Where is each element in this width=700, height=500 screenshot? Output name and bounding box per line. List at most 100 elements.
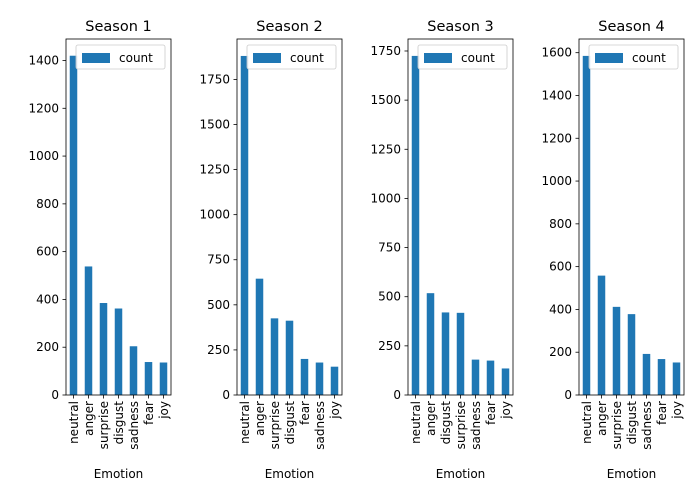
x-tick-label-joy: joy — [670, 401, 684, 420]
x-axis-label: Emotion — [265, 467, 315, 481]
y-tick-label: 1000 — [199, 208, 230, 222]
y-tick-label: 250 — [207, 343, 230, 357]
x-tick-label-joy: joy — [499, 401, 513, 420]
x-axis-label: Emotion — [436, 467, 486, 481]
x-tick-label-sadness: sadness — [469, 401, 483, 450]
y-tick-label: 500 — [207, 298, 230, 312]
y-tick-label: 1250 — [370, 142, 401, 156]
y-tick-label: 1500 — [199, 117, 230, 131]
y-tick-label: 0 — [51, 388, 59, 402]
y-tick-label: 1600 — [541, 46, 572, 60]
bar-sadness — [315, 362, 324, 395]
y-tick-label: 250 — [378, 339, 401, 353]
y-tick-label: 800 — [549, 217, 572, 231]
x-tick-label-surprise: surprise — [268, 401, 282, 449]
x-tick-label-fear: fear — [298, 401, 312, 425]
y-tick-label: 1200 — [28, 101, 59, 115]
y-tick-label: 400 — [36, 292, 59, 306]
y-tick-label: 1750 — [370, 44, 401, 58]
x-tick-label-anger: anger — [424, 401, 438, 436]
y-tick-label: 0 — [564, 388, 572, 402]
bar-anger — [597, 275, 606, 395]
bar-joy — [672, 362, 681, 395]
bar-fear — [144, 362, 153, 395]
x-tick-label-joy: joy — [328, 401, 342, 420]
x-tick-label-surprise: surprise — [610, 401, 624, 449]
y-tick-label: 1400 — [28, 54, 59, 68]
bar-disgust — [627, 314, 636, 395]
y-tick-label: 1000 — [541, 174, 572, 188]
bar-anger — [84, 266, 93, 395]
bar-sadness — [129, 346, 138, 395]
y-tick-label: 1400 — [541, 88, 572, 102]
bar-fear — [657, 359, 666, 395]
x-tick-label-disgust: disgust — [112, 401, 126, 445]
x-tick-label-fear: fear — [484, 401, 498, 425]
y-tick-label: 0 — [222, 388, 230, 402]
y-tick-label: 800 — [36, 197, 59, 211]
bar-joy — [501, 368, 510, 395]
x-axis-label: Emotion — [607, 467, 657, 481]
x-tick-label-anger: anger — [595, 401, 609, 436]
bar-surprise — [612, 306, 621, 395]
x-tick-label-anger: anger — [253, 401, 267, 436]
bar-anger — [426, 293, 435, 395]
y-tick-label: 200 — [549, 345, 572, 359]
bar-surprise — [270, 318, 279, 395]
y-tick-label: 600 — [549, 260, 572, 274]
bar-disgust — [114, 308, 123, 395]
chart-title: Season 4 — [598, 19, 664, 35]
x-tick-label-disgust: disgust — [439, 401, 453, 445]
y-tick-label: 400 — [549, 302, 572, 316]
bar-fear — [300, 358, 309, 395]
y-tick-label: 0 — [393, 388, 401, 402]
legend-swatch — [595, 53, 623, 63]
legend-label: count — [461, 51, 495, 65]
y-tick-label: 200 — [36, 340, 59, 354]
x-tick-label-fear: fear — [655, 401, 669, 425]
bar-sadness — [642, 353, 651, 395]
bar-anger — [255, 278, 264, 395]
x-tick-label-sadness: sadness — [640, 401, 654, 450]
legend-swatch — [82, 53, 110, 63]
bar-sadness — [471, 359, 480, 395]
legend-swatch — [424, 53, 452, 63]
bar-fear — [486, 360, 495, 395]
x-tick-label-neutral: neutral — [67, 401, 81, 444]
y-tick-label: 1000 — [28, 149, 59, 163]
legend-label: count — [119, 51, 153, 65]
bar-disgust — [441, 312, 450, 395]
legend-label: count — [290, 51, 324, 65]
bar-neutral — [69, 55, 78, 396]
y-tick-label: 600 — [36, 245, 59, 259]
y-tick-label: 750 — [207, 253, 230, 267]
legend-label: count — [632, 51, 666, 65]
y-tick-label: 500 — [378, 290, 401, 304]
x-tick-label-disgust: disgust — [283, 401, 297, 445]
x-tick-label-neutral: neutral — [238, 401, 252, 444]
bar-neutral — [240, 55, 249, 395]
x-tick-label-fear: fear — [142, 401, 156, 425]
x-tick-label-surprise: surprise — [454, 401, 468, 449]
chart-title: Season 3 — [427, 19, 493, 35]
x-tick-label-sadness: sadness — [127, 401, 141, 450]
x-tick-label-sadness: sadness — [313, 401, 327, 450]
x-tick-label-surprise: surprise — [97, 401, 111, 449]
x-tick-label-disgust: disgust — [625, 401, 639, 445]
y-tick-label: 1750 — [199, 72, 230, 86]
y-tick-label: 750 — [378, 241, 401, 255]
bar-joy — [159, 362, 168, 395]
x-axis-label: Emotion — [94, 467, 144, 481]
x-tick-label-neutral: neutral — [409, 401, 423, 444]
bar-joy — [330, 366, 339, 395]
bar-disgust — [285, 320, 294, 395]
legend-swatch — [253, 53, 281, 63]
bar-neutral — [582, 55, 591, 396]
chart-title: Season 1 — [85, 19, 151, 35]
bar-surprise — [456, 312, 465, 395]
y-tick-label: 1250 — [199, 163, 230, 177]
x-tick-label-neutral: neutral — [580, 401, 594, 444]
x-tick-label-anger: anger — [82, 401, 96, 436]
y-tick-label: 1000 — [370, 191, 401, 205]
